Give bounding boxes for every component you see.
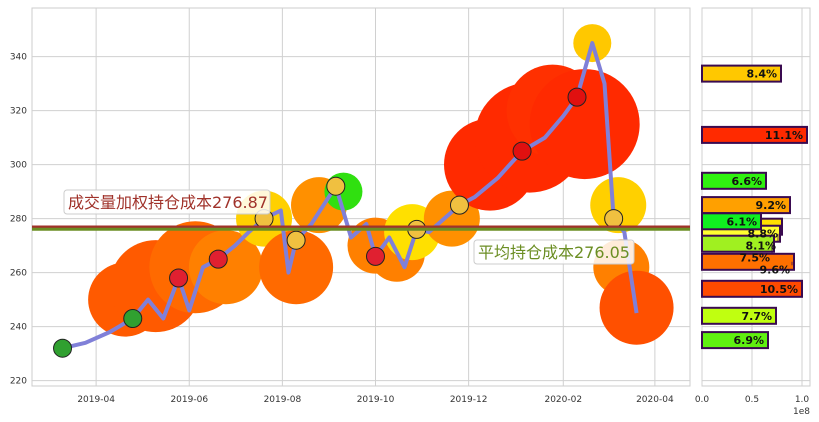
bar-percent-label: 11.1% xyxy=(765,129,803,142)
y-tick-label: 340 xyxy=(10,53,27,63)
volume-bar xyxy=(701,306,777,325)
annotation-box xyxy=(473,239,635,265)
fruit-marker xyxy=(208,249,228,269)
volume-bar xyxy=(701,212,762,231)
fruit-marker xyxy=(449,195,469,215)
bar-percent-label: 8.4% xyxy=(746,68,777,81)
x-tick-label: 2019-10 xyxy=(357,395,395,405)
axis-offset-label: 1e8 xyxy=(793,407,810,417)
y-tick-label: 320 xyxy=(10,107,27,117)
volume-bar xyxy=(701,279,803,298)
x-tick-label: 0.5 xyxy=(745,395,759,405)
x-tick-label: 2019-04 xyxy=(77,395,115,405)
bar-percent-label: 9.6% xyxy=(759,263,790,276)
bar-percent-label: 7.5% xyxy=(739,251,770,264)
bar-percent-label: 6.9% xyxy=(733,334,764,347)
annotation-box xyxy=(63,189,271,215)
volume-bubble xyxy=(188,230,263,305)
x-tick-label: 1.0 xyxy=(795,395,810,405)
y-tick-label: 300 xyxy=(10,161,27,171)
volume-bar xyxy=(701,252,795,271)
volume-bar xyxy=(701,234,775,253)
y-tick-label: 260 xyxy=(10,269,27,279)
volume-bar xyxy=(701,125,808,144)
x-tick-label: 2019-06 xyxy=(170,395,208,405)
y-tick-label: 280 xyxy=(10,215,27,225)
volume-bar xyxy=(701,171,767,190)
x-tick-label: 0.0 xyxy=(695,395,710,405)
bar-percent-label: 6.6% xyxy=(731,175,762,188)
fruit-marker xyxy=(567,87,587,107)
bar-percent-label: 8.8% xyxy=(747,227,778,240)
vwap-cost-label: 成交量加权持仓成本276.87 xyxy=(68,193,268,212)
fruit-marker xyxy=(326,176,346,196)
fruit-marker xyxy=(123,309,143,328)
bar-percent-label: 9.2% xyxy=(755,199,786,212)
x-tick-label: 2020-04 xyxy=(636,395,674,405)
volume-bar xyxy=(701,64,782,83)
fruit-marker xyxy=(286,230,306,250)
x-tick-label: 2019-08 xyxy=(264,395,302,405)
fruit-marker xyxy=(169,268,189,288)
bar-percent-label: 7.7% xyxy=(741,310,772,323)
fruit-marker xyxy=(366,246,386,266)
fruit-marker xyxy=(604,209,624,229)
bar-percent-label: 10.5% xyxy=(760,283,798,296)
x-tick-label: 2019-12 xyxy=(450,395,488,405)
y-tick-label: 220 xyxy=(10,377,27,387)
bar-percent-label: 8.1% xyxy=(745,239,776,252)
bar-percent-label: 6.1% xyxy=(726,215,757,228)
price-line xyxy=(62,41,639,351)
avg-cost-label: 平均持仓成本276.05 xyxy=(478,243,630,262)
volume-bubble xyxy=(259,230,334,305)
y-tick-label: 240 xyxy=(10,323,27,333)
volume-bubble xyxy=(529,69,640,180)
volume-bar xyxy=(701,331,769,350)
fruit-marker xyxy=(53,338,73,358)
fruit-marker xyxy=(512,141,532,161)
x-tick-label: 2020-02 xyxy=(544,395,582,405)
